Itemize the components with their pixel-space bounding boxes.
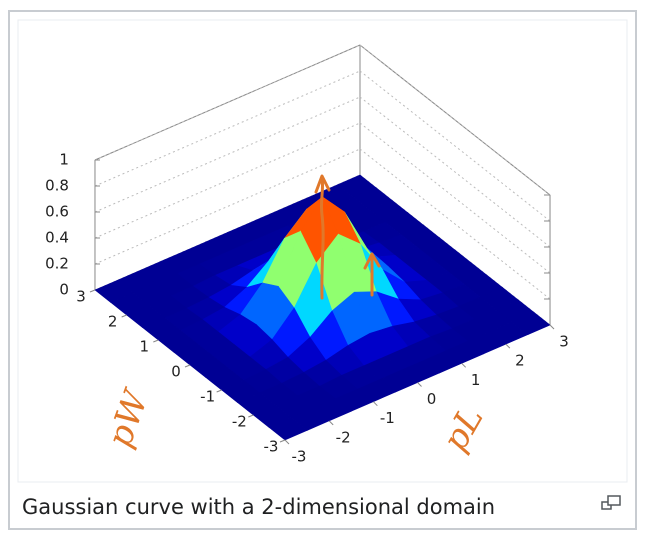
tick-mark [248,414,254,418]
tick-mark [284,439,290,445]
tick-mark [372,401,378,407]
enlarge-icon[interactable] [601,495,621,510]
grid-line [359,70,551,222]
y-tick-label: 2 [108,313,118,331]
x-tick-label: 1 [471,371,481,389]
x-tick-label: -3 [292,448,307,466]
surface-patch [268,417,308,441]
x-tick-label: 2 [515,352,525,370]
tick-mark [505,343,511,349]
z-tick-label: 0.8 [45,177,69,195]
z-tick-label: 0.2 [45,255,69,273]
x-tick-label: 0 [427,390,437,408]
tick-mark [417,382,422,387]
grid-line [94,70,361,187]
grid-line [359,122,551,274]
tick-mark [461,362,467,368]
caption: Gaussian curve with a 2-dimensional doma… [22,495,495,519]
y-tick-label: 0 [171,363,181,381]
x-tick-label: -2 [336,428,351,446]
y-tick-label: 1 [140,338,150,356]
z-tick-label: 1 [59,151,69,169]
grid-line [94,122,361,239]
x-tick-label: 3 [559,332,569,350]
z-tick-label: 0.4 [45,229,69,247]
tick-mark [153,339,159,343]
grid-line [359,96,551,248]
z-tick-label: 0 [59,281,69,299]
grid-line [359,148,551,300]
grid-line [359,44,551,196]
x-tick-label: -1 [380,409,395,427]
grid-line [94,44,361,161]
y-tick-label: -2 [232,413,247,431]
tick-mark [328,420,334,426]
tick-mark [184,364,191,368]
tick-mark [89,289,96,293]
grid-line [94,96,361,213]
y-tick-label: 3 [76,288,86,306]
annotation-arrow [314,174,331,300]
tick-mark [549,324,555,330]
tick-mark [216,389,222,393]
grid-line [94,148,361,265]
y-tick-label: -1 [200,388,215,406]
tick-mark [279,439,286,443]
annotation-arrow [363,252,381,297]
z-tick-label: 0.6 [45,203,69,221]
y-tick-label: -3 [264,438,279,456]
tick-mark [121,314,127,318]
